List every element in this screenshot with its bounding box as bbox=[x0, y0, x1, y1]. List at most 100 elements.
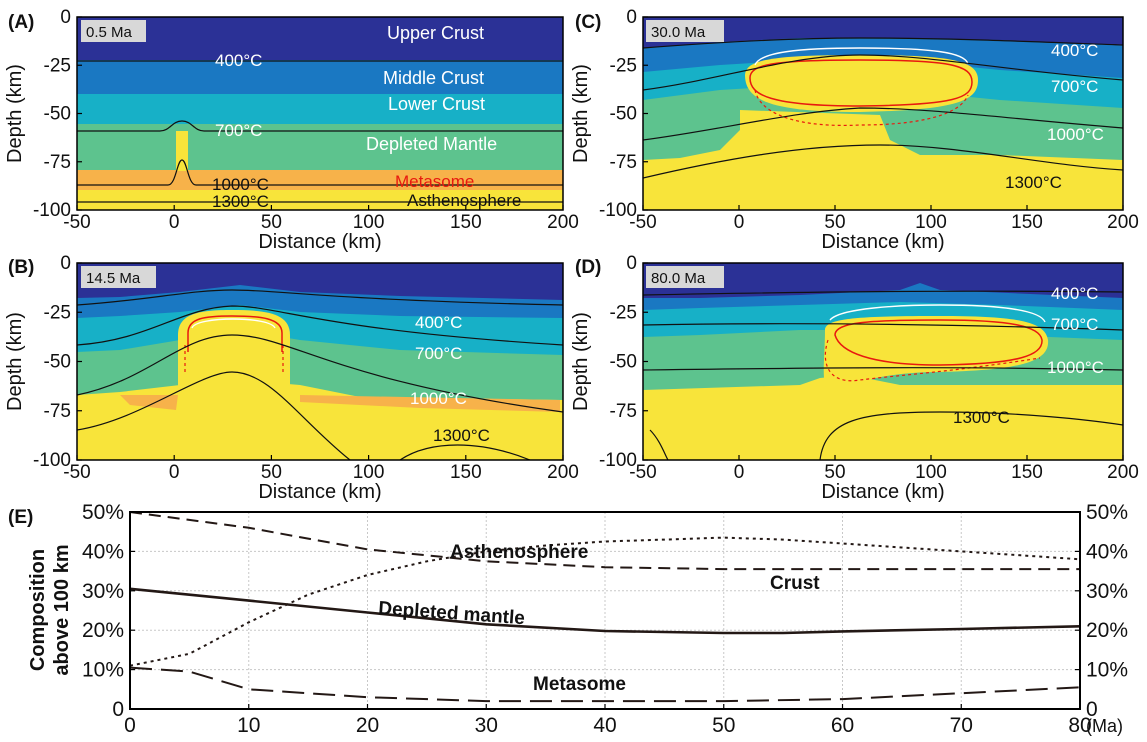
x-tick-label: 200 bbox=[1107, 462, 1139, 483]
layer-middle-crust bbox=[77, 60, 563, 94]
x-axis-title: Distance (km) bbox=[258, 481, 381, 503]
y-axis-title: Depth (km) bbox=[4, 312, 26, 411]
y-tick-label-right: 50% bbox=[1086, 501, 1128, 524]
y-axis-title-line2: above 100 km bbox=[51, 544, 73, 675]
x-tick-label: -50 bbox=[63, 212, 90, 233]
y-tick-label-left: 40% bbox=[82, 540, 124, 563]
crust-outline bbox=[829, 304, 1046, 323]
y-tick-label: 0 bbox=[60, 253, 71, 274]
panel-label: (D) bbox=[575, 257, 601, 278]
isotherm-1300-line bbox=[77, 371, 531, 460]
x-tick-label: 150 bbox=[450, 212, 482, 233]
y-tick-label: -100 bbox=[599, 200, 637, 221]
x-axis-title: Distance (km) bbox=[821, 481, 944, 503]
isotherm-700-line bbox=[643, 323, 1123, 331]
panel-label: (A) bbox=[8, 12, 34, 33]
isotherm-1300-line bbox=[649, 411, 1123, 460]
isotherm-700-line bbox=[77, 305, 563, 346]
panel-d: 80.0 Ma (D) 400°C 700°C 1000°C 1300°C -5… bbox=[570, 253, 1139, 503]
isotherm-label-1300: 1300°C bbox=[433, 426, 490, 445]
series-lines bbox=[129, 511, 1081, 703]
layer-metasome bbox=[77, 170, 563, 190]
isotherm-label-700: 700°C bbox=[1051, 315, 1098, 334]
isotherm-label-1300: 1300°C bbox=[953, 408, 1010, 427]
melt-outline-dashed bbox=[184, 345, 284, 372]
series-line-metasome bbox=[129, 666, 1081, 703]
melt-outline-dashed bbox=[824, 339, 1041, 382]
x-tick-label: 60 bbox=[831, 714, 854, 737]
y-tick-label: -75 bbox=[610, 152, 637, 173]
panel-a: 0.5 Ma (A) Upper Crust Middle Crust Lowe… bbox=[4, 7, 579, 253]
layer-asthenosphere bbox=[77, 190, 563, 210]
x-tick-label: 0 bbox=[169, 212, 180, 233]
isotherm-700-line bbox=[643, 54, 1123, 91]
panel-b-axes: -50 0 50 100 150 200 0 -25 -50 -75 -100 Distance (k… bbox=[4, 253, 579, 503]
melt-outline bbox=[749, 59, 973, 107]
time-label: 14.5 Ma bbox=[86, 270, 141, 287]
plume-conduit bbox=[176, 131, 188, 171]
panel-c-axes: -50 0 50 100 150 200 0 -25 -50 -75 -100 Distance (k… bbox=[570, 7, 1139, 253]
x-tick-label: 150 bbox=[1011, 462, 1043, 483]
y-tick-label-left: 50% bbox=[82, 501, 124, 524]
series-line-depleted-mantle bbox=[129, 587, 1081, 635]
y-tick-label: -50 bbox=[610, 104, 637, 125]
y-tick-label: -75 bbox=[44, 401, 71, 422]
panel-label: (C) bbox=[575, 12, 601, 33]
x-tick-label: 40 bbox=[593, 714, 616, 737]
isotherm-700-line bbox=[77, 120, 563, 132]
x-tick-label: 70 bbox=[950, 714, 973, 737]
isotherm-label-700: 700°C bbox=[215, 121, 262, 140]
y-tick-label-left: 20% bbox=[82, 619, 124, 642]
isotherm-1000-line bbox=[77, 159, 563, 186]
layer-upper-crust bbox=[643, 263, 1123, 298]
x-tick-label: 200 bbox=[547, 212, 579, 233]
isotherm-1000-line bbox=[77, 334, 563, 413]
layer-lower-crust bbox=[77, 94, 563, 124]
x-tick-label: 50 bbox=[261, 462, 282, 483]
panel-label: (B) bbox=[8, 257, 34, 278]
y-axis-title: Depth (km) bbox=[570, 312, 592, 411]
x-axis-title: Distance (km) bbox=[821, 231, 944, 253]
panel-a-layers bbox=[77, 17, 563, 210]
panel-a-axes: -50 0 50 100 150 200 0 -25 -50 -75 -100 Distance (k… bbox=[4, 7, 579, 253]
time-badge bbox=[646, 266, 724, 288]
y-tick-label-right: 40% bbox=[1086, 540, 1128, 563]
x-tick-label: 200 bbox=[1107, 212, 1139, 233]
y-tick-label: -50 bbox=[44, 352, 71, 373]
x-tick-label: 50 bbox=[261, 212, 282, 233]
layer-label-depleted-mantle: Depleted Mantle bbox=[366, 134, 497, 154]
series-label-crust: Crust bbox=[770, 573, 820, 594]
y-tick-label-right: 10% bbox=[1086, 659, 1128, 682]
isotherm-label-700: 700°C bbox=[1051, 77, 1098, 96]
x-tick-label: 150 bbox=[1011, 212, 1043, 233]
y-tick-label-right: 20% bbox=[1086, 619, 1128, 642]
series-line-asthenosphere bbox=[129, 536, 1081, 667]
x-tick-label: 0 bbox=[734, 462, 745, 483]
isotherm-1300-line bbox=[643, 144, 1123, 179]
panel-e: (E) 0 10 20 30 40 50 60 70 800 010% 10%20% 20%30% 30… bbox=[8, 501, 1128, 737]
series-label-metasome: Metasome bbox=[533, 674, 626, 695]
isotherm-label-400: 400°C bbox=[215, 51, 262, 70]
y-tick-label-left: 10% bbox=[82, 659, 124, 682]
y-tick-label: -50 bbox=[610, 352, 637, 373]
y-tick-label-left: 0 bbox=[112, 698, 124, 721]
isotherm-400-line bbox=[643, 290, 1123, 296]
series-label-depleted-mantle: Depleted mantle bbox=[378, 598, 526, 629]
y-axis-title: Composition above 100 km bbox=[27, 544, 73, 675]
time-label: 0.5 Ma bbox=[86, 24, 133, 41]
y-tick-label: -25 bbox=[610, 302, 637, 323]
layer-upper-crust bbox=[643, 17, 1123, 48]
plume-body bbox=[178, 310, 290, 398]
isotherm-1000-line bbox=[643, 367, 1123, 371]
y-tick-label: -100 bbox=[599, 450, 637, 471]
y-tick-label: -100 bbox=[33, 450, 71, 471]
series-label-asthenosphere: Asthenosphere bbox=[450, 542, 588, 563]
time-badge bbox=[81, 266, 156, 288]
time-badge bbox=[646, 20, 724, 42]
y-tick-label: 0 bbox=[60, 7, 71, 28]
y-tick-label: -75 bbox=[610, 401, 637, 422]
x-tick-label: 20 bbox=[356, 714, 379, 737]
x-tick-label: 10 bbox=[237, 714, 260, 737]
panel-d-layers bbox=[643, 263, 1123, 460]
